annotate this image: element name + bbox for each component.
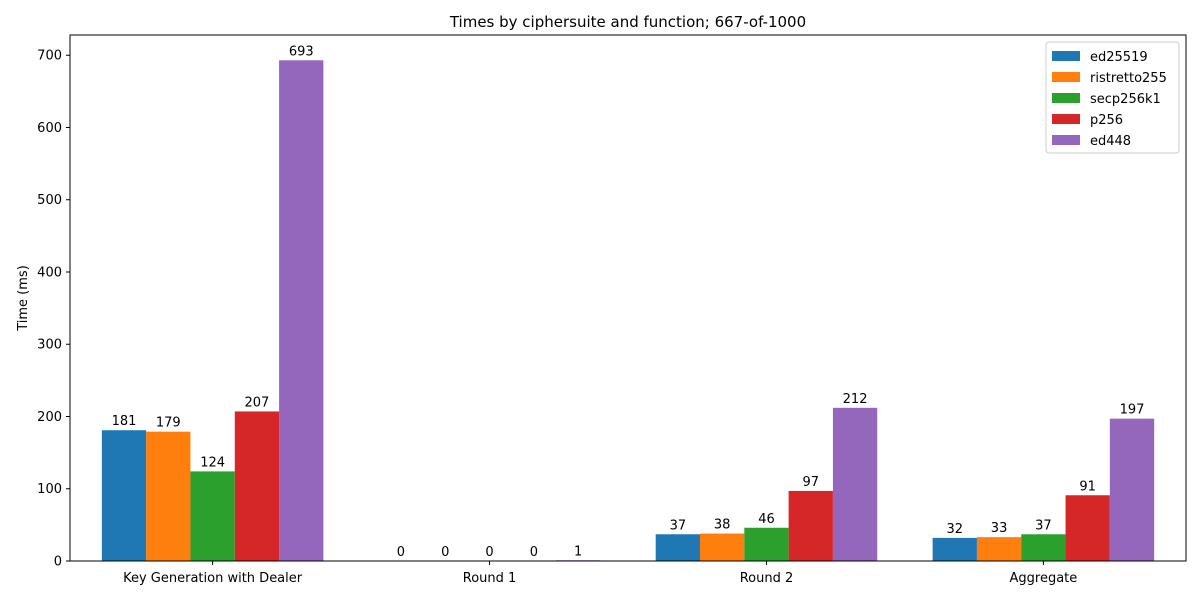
- legend-label-p256: p256: [1090, 113, 1123, 128]
- bar-p256-2: [788, 490, 833, 561]
- y-tick-label: 200: [37, 410, 62, 425]
- data-label-ed25519-0: 181: [112, 414, 137, 429]
- y-tick-label: 400: [37, 265, 62, 280]
- data-label-ed25519-1: 0: [397, 545, 405, 560]
- bar-secp256k1-2: [744, 527, 789, 561]
- legend-swatch-ed25519: [1052, 51, 1080, 61]
- legend-label-ristretto255: ristretto255: [1090, 71, 1167, 86]
- bar-ed448-0: [279, 60, 324, 562]
- y-tick-label: 300: [37, 338, 62, 353]
- bar-ed25519-2: [655, 534, 700, 561]
- data-label-p256-0: 207: [245, 395, 270, 410]
- legend-swatch-ed448: [1052, 135, 1080, 145]
- legend-label-secp256k1: secp256k1: [1090, 92, 1161, 107]
- data-label-p256-3: 91: [1079, 479, 1096, 494]
- x-tick-label: Aggregate: [1009, 571, 1077, 586]
- legend-box: [1045, 41, 1180, 154]
- y-tick-label: 500: [37, 193, 62, 208]
- x-tick-label: Key Generation with Dealer: [123, 571, 303, 586]
- data-label-ed448-0: 693: [289, 44, 314, 59]
- bar-secp256k1-0: [190, 471, 235, 561]
- y-tick-label: 600: [37, 121, 62, 136]
- legend-label-ed448: ed448: [1090, 134, 1131, 149]
- data-label-ristretto255-2: 38: [714, 518, 731, 533]
- legend-swatch-p256: [1052, 114, 1080, 124]
- data-label-secp256k1-0: 124: [200, 455, 225, 470]
- bar-ristretto255-2: [700, 533, 745, 561]
- legend-label-ed25519: ed25519: [1090, 50, 1148, 65]
- bars-layer: 181 0 37 32 179 0 38 33 124 0 46 37 207 0 97 91 693 1 212 1…: [101, 44, 1155, 562]
- bar-ed448-2: [832, 407, 878, 561]
- chart-title: Times by ciphersuite and function; 667-o…: [449, 13, 806, 31]
- data-label-secp256k1-2: 46: [758, 512, 775, 527]
- bar-secp256k1-3: [1021, 534, 1066, 561]
- y-tick-label: 700: [37, 49, 62, 64]
- data-label-ed25519-2: 37: [670, 518, 687, 533]
- data-label-ristretto255-1: 0: [441, 545, 449, 560]
- bar-p256-0: [234, 411, 280, 561]
- bar-p256-3: [1065, 495, 1110, 561]
- bar-ed25519-3: [932, 537, 977, 561]
- data-label-ed448-3: 197: [1120, 403, 1145, 418]
- data-label-ristretto255-3: 33: [991, 521, 1008, 536]
- y-tick-label: 0: [54, 555, 62, 570]
- data-label-p256-2: 97: [802, 475, 819, 490]
- data-label-secp256k1-1: 0: [485, 545, 493, 560]
- legend: ed25519 ristretto255 secp256k1 p256 ed448: [1045, 41, 1180, 154]
- data-label-ed448-2: 212: [843, 392, 868, 407]
- plot-frame: [69, 34, 1187, 562]
- x-tick-label: Round 1: [463, 571, 517, 586]
- bar-ed448-3: [1109, 418, 1155, 561]
- bar-ristretto255-0: [146, 431, 191, 561]
- data-label-p256-1: 0: [530, 545, 538, 560]
- x-tick-label: Round 2: [740, 571, 794, 586]
- data-label-ed448-1: 1: [574, 544, 582, 559]
- bar-ristretto255-3: [976, 537, 1022, 561]
- data-label-ed25519-3: 32: [946, 522, 963, 537]
- legend-swatch-ristretto255: [1052, 72, 1080, 82]
- data-label-ristretto255-0: 179: [156, 416, 181, 431]
- legend-swatch-secp256k1: [1052, 93, 1080, 103]
- bar-ed25519-0: [101, 430, 147, 561]
- y-axis-label: Time (ms): [16, 265, 31, 332]
- y-tick-label: 100: [37, 482, 62, 497]
- data-label-secp256k1-3: 37: [1035, 518, 1052, 533]
